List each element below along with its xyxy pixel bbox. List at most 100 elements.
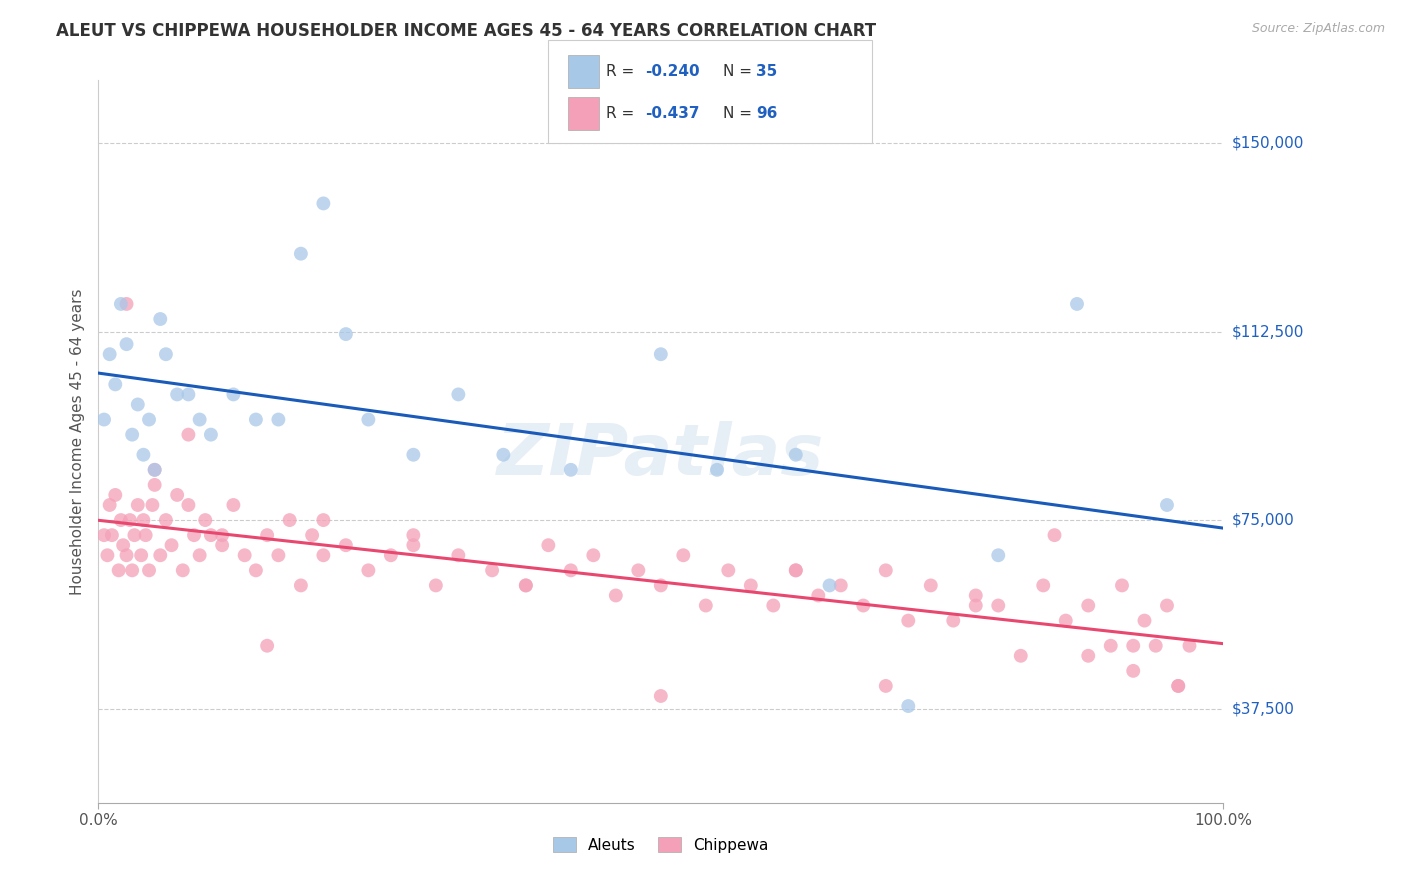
Point <box>267 412 290 426</box>
Point <box>118 513 141 527</box>
Point <box>1066 297 1088 311</box>
Point <box>93 528 115 542</box>
Point <box>101 528 124 542</box>
Point <box>357 563 380 577</box>
Text: -0.437: -0.437 <box>645 106 700 121</box>
Point <box>104 377 127 392</box>
Point <box>115 297 138 311</box>
Point <box>650 347 672 361</box>
Point <box>357 412 380 426</box>
Point <box>267 548 290 562</box>
Point <box>1043 528 1066 542</box>
Point <box>149 312 172 326</box>
Point <box>127 498 149 512</box>
Text: N =: N = <box>723 106 756 121</box>
Point <box>1122 639 1144 653</box>
Point <box>183 528 205 542</box>
Point <box>143 463 166 477</box>
Point <box>425 578 447 592</box>
Point <box>110 297 132 311</box>
Point <box>447 387 470 401</box>
Point <box>1156 498 1178 512</box>
Text: -0.240: -0.240 <box>645 64 700 79</box>
Point <box>200 427 222 442</box>
Point <box>256 639 278 653</box>
Point <box>942 614 965 628</box>
Point <box>818 578 841 592</box>
Point <box>129 548 152 562</box>
Point <box>222 498 245 512</box>
Point <box>121 563 143 577</box>
Point <box>650 578 672 592</box>
Point <box>965 589 987 603</box>
Point <box>188 412 211 426</box>
Point <box>278 513 301 527</box>
Point <box>695 599 717 613</box>
Point <box>875 563 897 577</box>
Text: $75,000: $75,000 <box>1232 513 1295 527</box>
Point <box>1032 578 1054 592</box>
Point <box>124 528 146 542</box>
Point <box>1077 648 1099 663</box>
Point <box>537 538 560 552</box>
Point <box>605 589 627 603</box>
Point <box>104 488 127 502</box>
Point <box>166 488 188 502</box>
Point <box>312 196 335 211</box>
Point <box>1010 648 1032 663</box>
Point <box>1167 679 1189 693</box>
Point <box>560 463 582 477</box>
Point <box>762 599 785 613</box>
Point <box>920 578 942 592</box>
Point <box>380 548 402 562</box>
Point <box>1144 639 1167 653</box>
Point <box>627 563 650 577</box>
Point <box>301 528 323 542</box>
Point <box>290 246 312 260</box>
Point <box>107 563 129 577</box>
Point <box>672 548 695 562</box>
Point <box>98 347 121 361</box>
Text: R =: R = <box>606 64 640 79</box>
Point <box>875 679 897 693</box>
Point <box>1111 578 1133 592</box>
Point <box>155 513 177 527</box>
Point <box>121 427 143 442</box>
Y-axis label: Householder Income Ages 45 - 64 years: Householder Income Ages 45 - 64 years <box>70 288 86 595</box>
Point <box>740 578 762 592</box>
Point <box>1156 599 1178 613</box>
Point <box>112 538 135 552</box>
Point <box>160 538 183 552</box>
Point <box>402 448 425 462</box>
Point <box>717 563 740 577</box>
Point <box>807 589 830 603</box>
Text: $150,000: $150,000 <box>1232 136 1303 151</box>
Point <box>987 548 1010 562</box>
Point <box>1133 614 1156 628</box>
Text: 96: 96 <box>756 106 778 121</box>
Text: N =: N = <box>723 64 756 79</box>
Point <box>256 528 278 542</box>
Point <box>141 498 163 512</box>
Point <box>582 548 605 562</box>
Point <box>335 327 357 342</box>
Point <box>177 387 200 401</box>
Point <box>706 463 728 477</box>
Point <box>481 563 503 577</box>
Point <box>1167 679 1189 693</box>
Point <box>135 528 157 542</box>
Point <box>560 563 582 577</box>
Point <box>312 513 335 527</box>
Point <box>143 478 166 492</box>
Point <box>93 412 115 426</box>
Point <box>1099 639 1122 653</box>
Text: ALEUT VS CHIPPEWA HOUSEHOLDER INCOME AGES 45 - 64 YEARS CORRELATION CHART: ALEUT VS CHIPPEWA HOUSEHOLDER INCOME AGE… <box>56 22 876 40</box>
Point <box>143 463 166 477</box>
Point <box>188 548 211 562</box>
Point <box>177 498 200 512</box>
Point <box>312 548 335 562</box>
Point <box>211 528 233 542</box>
Point <box>172 563 194 577</box>
Point <box>1077 599 1099 613</box>
Text: Source: ZipAtlas.com: Source: ZipAtlas.com <box>1251 22 1385 36</box>
